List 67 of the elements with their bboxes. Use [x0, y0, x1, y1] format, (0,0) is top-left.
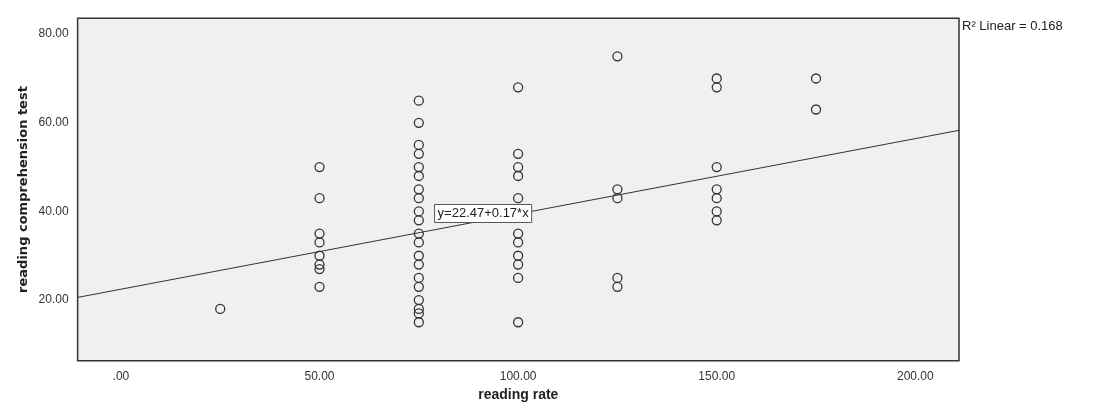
point	[512, 250, 524, 261]
point	[711, 206, 722, 217]
point	[413, 192, 424, 204]
point	[314, 237, 325, 248]
point	[413, 281, 424, 292]
point	[512, 228, 524, 239]
point	[612, 51, 623, 62]
point	[413, 308, 424, 319]
y-tick-label: 80.00	[38, 26, 69, 41]
x-tick-label: 150.00	[698, 369, 736, 384]
y-tick-label: 20.00	[38, 292, 69, 307]
point	[314, 259, 325, 270]
point	[512, 148, 524, 159]
point	[512, 317, 524, 328]
point	[413, 317, 424, 328]
point	[512, 237, 524, 248]
point	[413, 139, 424, 151]
point	[512, 192, 524, 204]
x-tick-label: .00	[112, 369, 130, 384]
point	[413, 95, 424, 106]
x-tick-label: 200.00	[896, 369, 934, 384]
y-tick-label: 60.00	[38, 115, 69, 130]
text: R² Linear = 0.168	[962, 17, 1063, 33]
point	[711, 215, 722, 226]
point	[413, 272, 424, 284]
point	[314, 250, 325, 261]
point	[314, 161, 325, 173]
point	[612, 184, 623, 195]
point	[711, 161, 722, 173]
point	[413, 170, 424, 182]
point	[413, 215, 424, 226]
point	[612, 192, 623, 204]
point	[314, 192, 325, 204]
point	[711, 184, 722, 195]
point	[413, 250, 424, 261]
point	[413, 148, 424, 159]
point	[612, 272, 623, 284]
point	[413, 206, 424, 217]
point	[810, 73, 822, 84]
point	[413, 228, 424, 239]
y-axis-title: reading comprehension test	[15, 86, 31, 293]
x-axis-title: reading rate	[478, 386, 559, 403]
point	[512, 259, 524, 270]
x-tick-label: 50.00	[304, 369, 335, 384]
point	[711, 192, 722, 204]
point	[314, 228, 325, 239]
point	[413, 259, 424, 270]
y-tick-label: 40.00	[38, 203, 69, 218]
point	[512, 161, 524, 173]
point	[413, 294, 424, 306]
point	[314, 263, 325, 275]
point	[413, 237, 424, 248]
point	[413, 117, 424, 128]
point	[612, 281, 623, 292]
x-tick-label: 100.00	[499, 369, 537, 384]
point	[711, 73, 722, 84]
point	[512, 170, 524, 182]
point	[413, 303, 424, 315]
point	[711, 82, 722, 93]
point	[314, 281, 325, 292]
point	[215, 303, 226, 315]
point	[413, 184, 424, 195]
point	[810, 104, 822, 115]
point	[512, 272, 524, 284]
point	[413, 161, 424, 173]
point	[512, 82, 524, 93]
annotation: y=22.47+0.17*x	[437, 205, 530, 221]
